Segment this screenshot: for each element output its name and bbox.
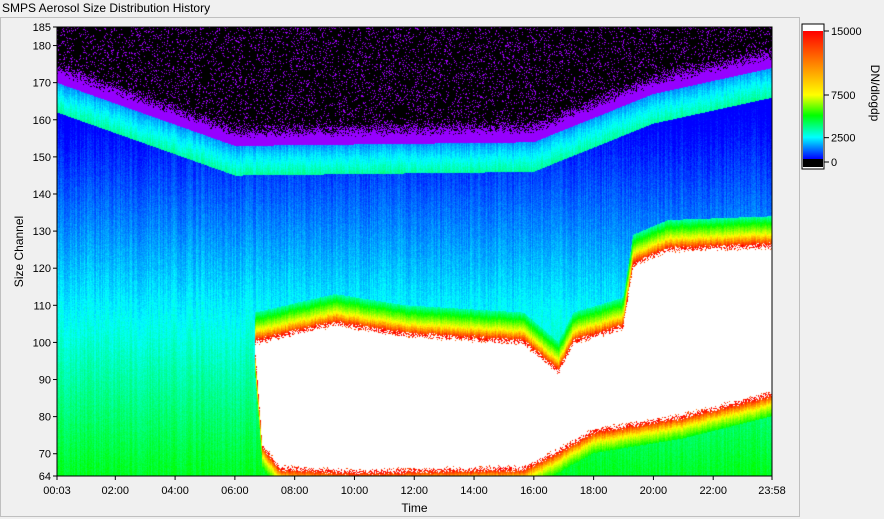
y-tick-label: 180 (33, 41, 51, 53)
y-tick-label: 140 (33, 189, 51, 201)
x-tick-label: 12:00 (400, 485, 428, 497)
x-tick-label: 04:00 (161, 485, 189, 497)
x-tick-label: 08:00 (281, 485, 309, 497)
heatmap-plot[interactable] (56, 26, 773, 477)
x-tick-label: 20:00 (640, 485, 668, 497)
y-tick-label: 110 (33, 300, 51, 312)
y-tick-label: 100 (33, 337, 51, 349)
colorbar-label: DN/dlogdp (868, 65, 882, 122)
colorbar-tick-label: 15000 (831, 26, 862, 38)
y-tick-label: 90 (39, 375, 51, 387)
y-tick-label: 64 (39, 471, 51, 483)
x-axis-label: Time (401, 501, 428, 515)
colorbar-tick-label: 2500 (831, 133, 855, 145)
axes: 00:03 02:00 04:00 06:00 08:00 10:00 12:00 14:00… (12, 22, 786, 515)
x-tick-label: 23:58 (758, 485, 786, 497)
x-tick-label: 18:00 (580, 485, 608, 497)
x-tick-label: 16:00 (520, 485, 548, 497)
x-tick-label: 02:00 (102, 485, 130, 497)
y-tick-label: 120 (33, 263, 51, 275)
x-tick-label: 06:00 (221, 485, 249, 497)
x-tick-label: 14:00 (460, 485, 488, 497)
x-tick-label: 10:00 (341, 485, 369, 497)
y-tick-label: 150 (33, 152, 51, 164)
colorbar-tick-label: 7500 (831, 90, 855, 102)
y-tick-label: 80 (39, 412, 51, 424)
y-tick-label: 170 (33, 78, 51, 90)
x-tick-label: 22:00 (699, 485, 727, 497)
y-tick-label: 185 (33, 22, 51, 34)
colorbar-tick-label: 0 (831, 157, 837, 169)
colorbar-gradient (803, 31, 823, 159)
y-tick-label: 160 (33, 115, 51, 127)
chart-title: SMPS Aerosol Size Distribution History (2, 1, 211, 15)
y-axis-label: Size Channel (12, 216, 26, 287)
x-tick-label: 00:03 (43, 485, 71, 497)
colorbar-above-range (803, 25, 823, 31)
colorbar: 0 2500 7500 15000 DN/dlogdp (801, 23, 882, 170)
heatmap-image (57, 27, 772, 476)
colorbar-below-range (803, 159, 823, 167)
y-tick-label: 130 (33, 226, 51, 238)
y-tick-label: 70 (39, 449, 51, 461)
